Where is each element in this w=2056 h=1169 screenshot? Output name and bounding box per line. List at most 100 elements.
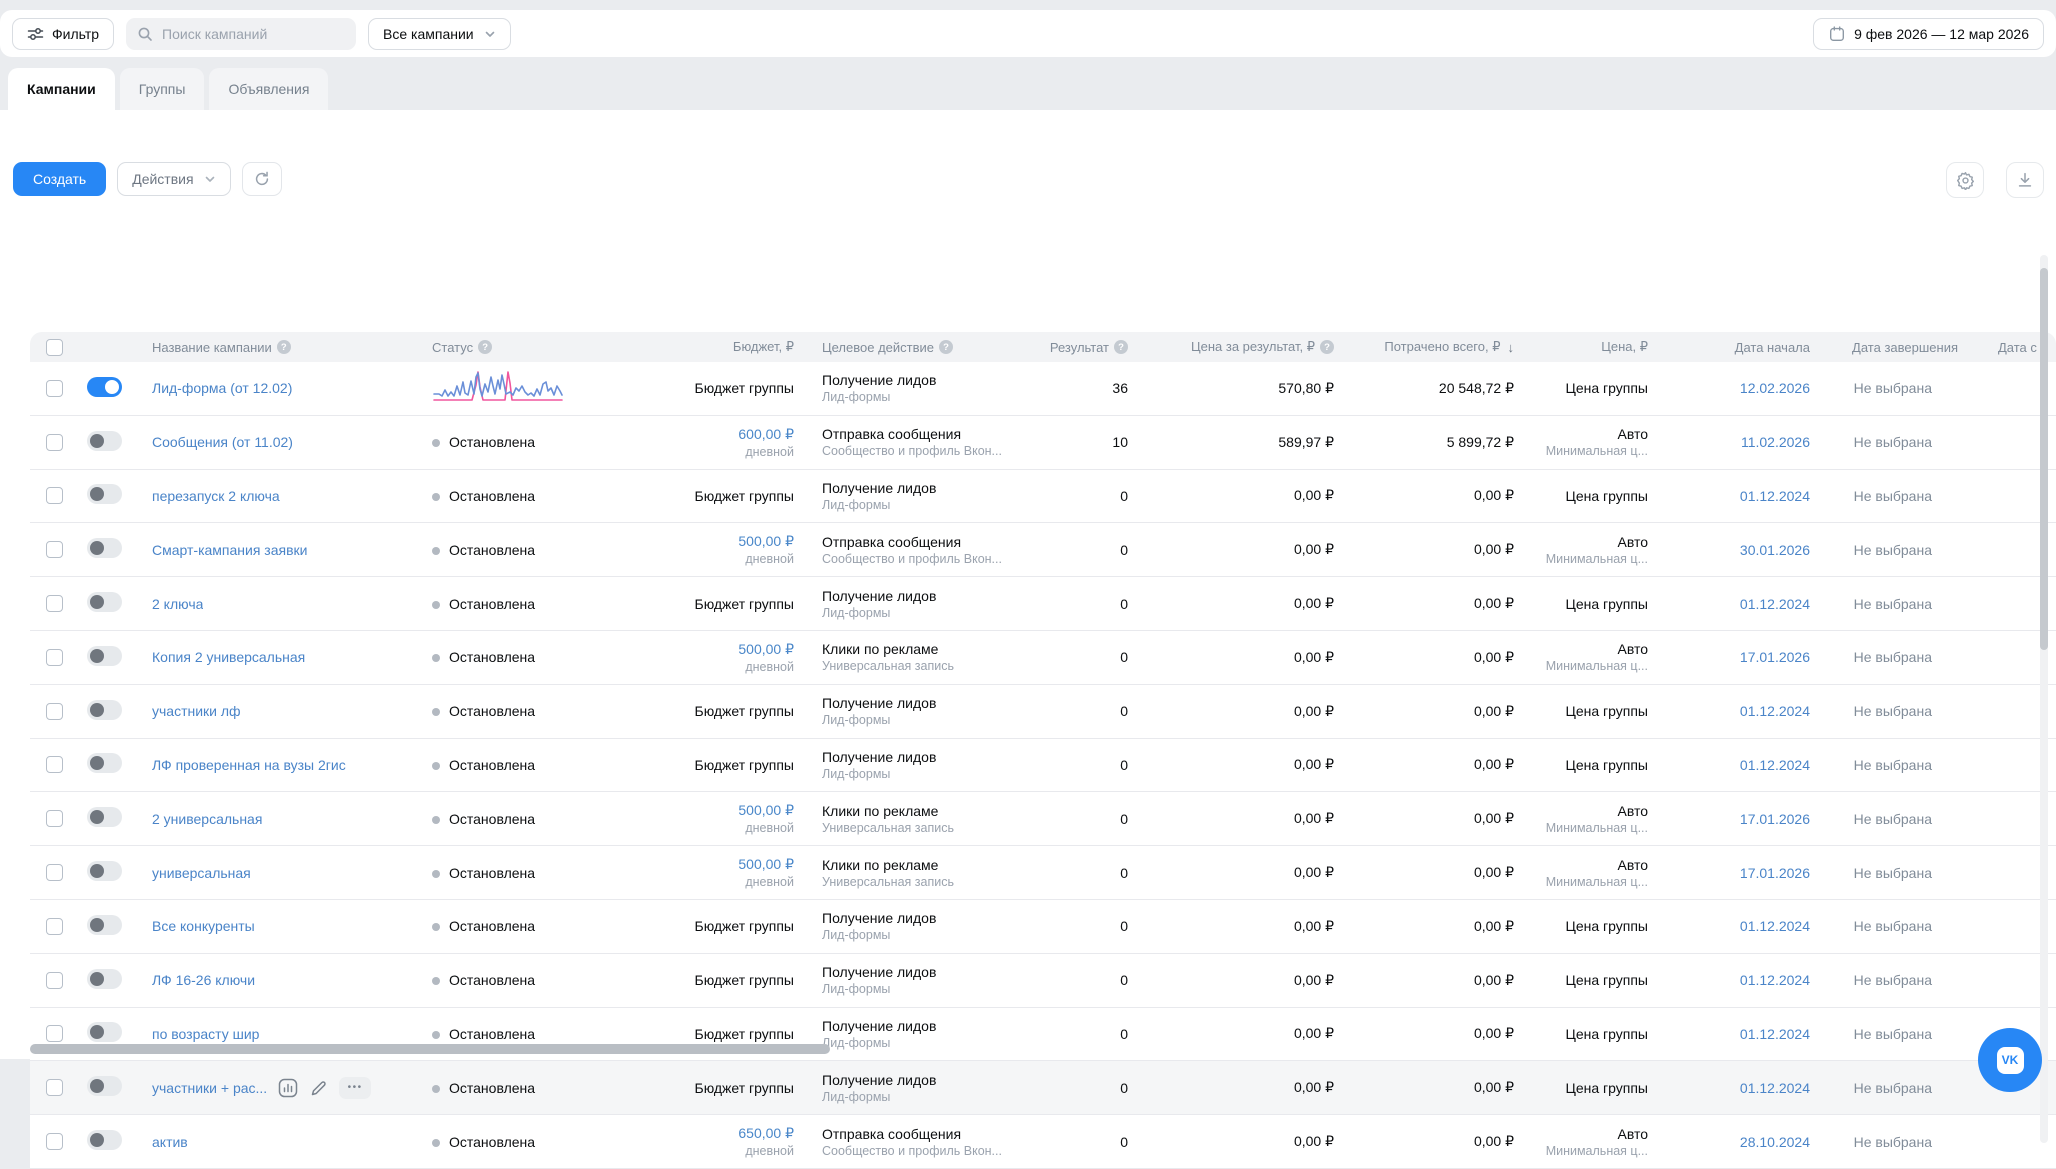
horizontal-scrollbar-thumb[interactable] xyxy=(30,1044,830,1054)
start-date-link[interactable]: 01.12.2024 xyxy=(1740,596,1810,612)
columns-settings-button[interactable] xyxy=(1946,162,1984,198)
spent-value: 0,00 ₽ xyxy=(1474,541,1514,557)
status-text: Остановлена xyxy=(449,757,535,773)
tab-ads[interactable]: Объявления xyxy=(209,68,328,110)
row-checkbox[interactable] xyxy=(46,972,63,989)
campaign-name-link[interactable]: перезапуск 2 ключа xyxy=(152,488,280,504)
campaign-name-link[interactable]: ЛФ проверенная на вузы 2гис xyxy=(152,757,346,773)
campaign-toggle[interactable] xyxy=(87,700,122,720)
result-value: 0 xyxy=(1120,757,1128,773)
row-checkbox[interactable] xyxy=(46,810,63,827)
goal-text: Получение лидов xyxy=(822,372,1030,388)
statistics-icon[interactable] xyxy=(277,1077,299,1099)
cost-per-result-value: 570,80 ₽ xyxy=(1278,380,1334,396)
campaign-toggle[interactable] xyxy=(87,969,122,989)
row-checkbox[interactable] xyxy=(46,864,63,881)
campaign-toggle[interactable] xyxy=(87,807,122,827)
tab-campaigns[interactable]: Кампании xyxy=(8,68,115,110)
goal-subtext: Универсальная запись xyxy=(822,821,1030,835)
start-date-link[interactable]: 12.02.2026 xyxy=(1740,380,1810,396)
row-checkbox[interactable] xyxy=(46,1025,63,1042)
row-checkbox[interactable] xyxy=(46,434,63,451)
status: Остановлена xyxy=(432,1080,535,1096)
row-checkbox[interactable] xyxy=(46,541,63,558)
help-icon[interactable]: ? xyxy=(478,340,492,354)
status: Остановлена xyxy=(432,918,535,934)
campaign-name-link[interactable]: Копия 2 универсальная xyxy=(152,649,305,665)
campaign-name-link[interactable]: Сообщения (от 11.02) xyxy=(152,434,293,450)
campaign-toggle[interactable] xyxy=(87,915,122,935)
help-icon[interactable]: ? xyxy=(939,340,953,354)
start-date-link[interactable]: 30.01.2026 xyxy=(1740,542,1810,558)
filter-button[interactable]: Фильтр xyxy=(12,18,114,50)
campaign-toggle[interactable] xyxy=(87,377,122,397)
row-checkbox[interactable] xyxy=(46,487,63,504)
support-chat-bubble[interactable]: VK xyxy=(1978,1028,2042,1092)
start-date-link[interactable]: 01.12.2024 xyxy=(1740,972,1810,988)
refresh-button[interactable] xyxy=(242,162,282,196)
campaign-name-link[interactable]: участники лф xyxy=(152,703,241,719)
help-icon[interactable]: ? xyxy=(277,340,291,354)
row-checkbox[interactable] xyxy=(46,1079,63,1096)
sort-desc-icon[interactable]: ↓ xyxy=(1508,340,1515,355)
campaign-name-link[interactable]: Лид-форма (от 12.02) xyxy=(152,380,292,396)
help-icon[interactable]: ? xyxy=(1320,340,1334,354)
edit-pencil-icon[interactable] xyxy=(309,1078,329,1098)
end-date-text: Не выбрана xyxy=(1854,542,1932,558)
campaign-name-link[interactable]: 2 ключа xyxy=(152,596,203,612)
row-checkbox[interactable] xyxy=(46,595,63,612)
campaign-name-link[interactable]: участники + рас... xyxy=(152,1080,267,1096)
select-all-checkbox[interactable] xyxy=(46,339,63,356)
price-mode: Цена группы xyxy=(1565,488,1648,504)
campaign-name-link[interactable]: ЛФ 16-26 ключи xyxy=(152,972,255,988)
create-button[interactable]: Создать xyxy=(13,162,106,196)
vertical-scrollbar-thumb[interactable] xyxy=(2040,268,2048,650)
more-actions-button[interactable]: ••• xyxy=(339,1077,371,1099)
campaign-toggle[interactable] xyxy=(87,861,122,881)
row-checkbox[interactable] xyxy=(46,703,63,720)
campaign-name-link[interactable]: Все конкуренты xyxy=(152,918,255,934)
result-value: 0 xyxy=(1120,865,1128,881)
start-date-link[interactable]: 01.12.2024 xyxy=(1740,757,1810,773)
row-checkbox[interactable] xyxy=(46,756,63,773)
campaign-toggle[interactable] xyxy=(87,1022,122,1042)
actions-dropdown[interactable]: Действия xyxy=(117,162,230,196)
campaign-name-link[interactable]: по возрасту шир xyxy=(152,1026,259,1042)
row-checkbox[interactable] xyxy=(46,380,63,397)
date-range-picker[interactable]: 9 фев 2026 — 12 мар 2026 xyxy=(1813,18,2044,50)
campaign-toggle[interactable] xyxy=(87,431,122,451)
start-date-link[interactable]: 01.12.2024 xyxy=(1740,703,1810,719)
status-text: Остановлена xyxy=(449,434,535,450)
campaign-toggle[interactable] xyxy=(87,538,122,558)
campaign-toggle[interactable] xyxy=(87,1076,122,1096)
start-date-link[interactable]: 01.12.2024 xyxy=(1740,1026,1810,1042)
export-download-button[interactable] xyxy=(2006,162,2044,198)
row-checkbox[interactable] xyxy=(46,649,63,666)
start-date-link[interactable]: 11.02.2026 xyxy=(1741,434,1810,450)
campaign-name-link[interactable]: Смарт-кампания заявки xyxy=(152,542,307,558)
campaign-toggle[interactable] xyxy=(87,484,122,504)
campaign-name-link[interactable]: актив xyxy=(152,1134,188,1150)
tab-groups[interactable]: Группы xyxy=(120,68,205,110)
start-date-link[interactable]: 01.12.2024 xyxy=(1740,1080,1810,1096)
budget-value: 500,00 ₽ xyxy=(738,856,794,873)
row-checkbox[interactable] xyxy=(46,918,63,935)
help-icon[interactable]: ? xyxy=(1114,340,1128,354)
campaign-toggle[interactable] xyxy=(87,592,122,612)
campaign-name-link[interactable]: 2 универсальная xyxy=(152,811,262,827)
result-value: 0 xyxy=(1120,1026,1128,1042)
start-date-link[interactable]: 01.12.2024 xyxy=(1740,918,1810,934)
campaign-toggle[interactable] xyxy=(87,1130,122,1150)
campaign-toggle[interactable] xyxy=(87,646,122,666)
start-date-link[interactable]: 01.12.2024 xyxy=(1740,488,1810,504)
campaign-name-link[interactable]: универсальная xyxy=(152,865,251,881)
start-date-link[interactable]: 17.01.2026 xyxy=(1740,811,1810,827)
campaign-toggle[interactable] xyxy=(87,753,122,773)
start-date-link[interactable]: 28.10.2024 xyxy=(1740,1134,1810,1150)
campaign-scope-dropdown[interactable]: Все кампании xyxy=(368,18,511,50)
row-checkbox[interactable] xyxy=(46,1133,63,1150)
start-date-link[interactable]: 17.01.2026 xyxy=(1740,865,1810,881)
header-budget: Бюджет, ₽ xyxy=(733,339,794,355)
start-date-link[interactable]: 17.01.2026 xyxy=(1740,649,1810,665)
search-input[interactable] xyxy=(126,18,356,50)
